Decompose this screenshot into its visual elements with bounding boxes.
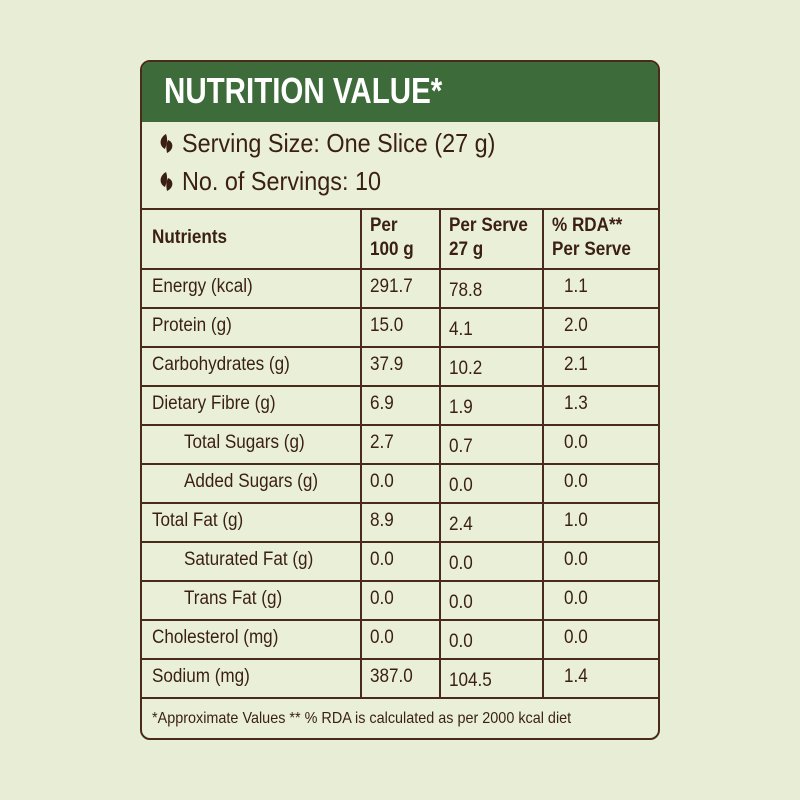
- leaf-icon: [160, 172, 173, 191]
- nutrient-value: 0.0: [370, 471, 394, 492]
- nutrient-value: 6.9: [370, 393, 394, 414]
- nutrient-name: Protein (g): [152, 315, 232, 336]
- nutrient-value: 37.9: [370, 354, 404, 375]
- nutrient-value: 2.4: [449, 514, 473, 535]
- nutrient-value: 78.8: [449, 280, 483, 301]
- nutrition-card: NUTRITION VALUE* Serving Size: One Slice…: [140, 60, 660, 740]
- servings-count: No. of Servings: 10: [182, 166, 382, 196]
- nutrient-value: 2.1: [564, 354, 588, 375]
- nutrient-value: 0.7: [449, 436, 473, 457]
- nutrient-value: 0.0: [564, 432, 588, 453]
- footnote: *Approximate Values ** % RDA is calculat…: [152, 710, 572, 727]
- column-header: 27 g: [449, 239, 484, 260]
- nutrient-value: 0.0: [370, 549, 394, 570]
- table-rule: [142, 307, 658, 309]
- table-rule: [142, 580, 658, 582]
- table-rule: [142, 697, 658, 699]
- serving-size: Serving Size: One Slice (27 g): [182, 128, 496, 158]
- nutrient-value: 1.1: [564, 276, 588, 297]
- leaf-icon: [160, 134, 173, 153]
- header-band: [142, 62, 658, 122]
- nutrient-name: Cholesterol (mg): [152, 627, 279, 648]
- nutrient-name: Carbohydrates (g): [152, 354, 290, 375]
- column-header: Per Serve: [449, 215, 528, 236]
- nutrient-value: 0.0: [564, 588, 588, 609]
- nutrient-value: 8.9: [370, 510, 394, 531]
- table-rule: [142, 346, 658, 348]
- column-rule: [360, 208, 362, 697]
- column-header: % RDA**: [552, 215, 623, 236]
- table-rule: [142, 463, 658, 465]
- table-rule: [142, 208, 658, 210]
- nutrient-name: Total Sugars (g): [184, 432, 305, 453]
- nutrient-name: Saturated Fat (g): [184, 549, 314, 570]
- table-rule: [142, 658, 658, 660]
- nutrient-value: 15.0: [370, 315, 404, 336]
- column-header: Per Serve: [552, 239, 631, 260]
- column-rule: [439, 208, 441, 697]
- nutrient-value: 1.0: [564, 510, 588, 531]
- table-rule: [142, 268, 658, 270]
- table-rule: [142, 619, 658, 621]
- nutrient-value: 2.0: [564, 315, 588, 336]
- nutrient-name: Dietary Fibre (g): [152, 393, 276, 414]
- column-rule: [542, 208, 544, 697]
- nutrient-value: 0.0: [449, 475, 473, 496]
- nutrient-value: 1.3: [564, 393, 588, 414]
- nutrient-value: 0.0: [564, 627, 588, 648]
- table-rule: [142, 541, 658, 543]
- nutrient-value: 0.0: [370, 588, 394, 609]
- title: NUTRITION VALUE*: [164, 70, 443, 111]
- nutrient-value: 4.1: [449, 319, 473, 340]
- nutrient-name: Energy (kcal): [152, 276, 253, 297]
- nutrient-value: 1.9: [449, 397, 473, 418]
- nutrient-value: 10.2: [449, 358, 483, 379]
- table-rule: [142, 424, 658, 426]
- nutrient-value: 1.4: [564, 666, 588, 687]
- nutrient-value: 387.0: [370, 666, 413, 687]
- column-header: Nutrients: [152, 227, 228, 248]
- nutrient-value: 2.7: [370, 432, 394, 453]
- nutrient-value: 0.0: [564, 549, 588, 570]
- nutrient-value: 0.0: [370, 627, 394, 648]
- nutrient-name: Trans Fat (g): [184, 588, 283, 609]
- nutrient-value: 0.0: [564, 471, 588, 492]
- nutrient-value: 104.5: [449, 670, 492, 691]
- nutrient-value: 0.0: [449, 592, 473, 613]
- nutrient-value: 0.0: [449, 553, 473, 574]
- column-header: 100 g: [370, 239, 414, 260]
- column-header: Per: [370, 215, 398, 236]
- nutrient-name: Added Sugars (g): [184, 471, 319, 492]
- table-rule: [142, 385, 658, 387]
- nutrient-name: Sodium (mg): [152, 666, 250, 687]
- table-rule: [142, 502, 658, 504]
- nutrient-name: Total Fat (g): [152, 510, 244, 531]
- nutrient-value: 291.7: [370, 276, 413, 297]
- nutrient-value: 0.0: [449, 631, 473, 652]
